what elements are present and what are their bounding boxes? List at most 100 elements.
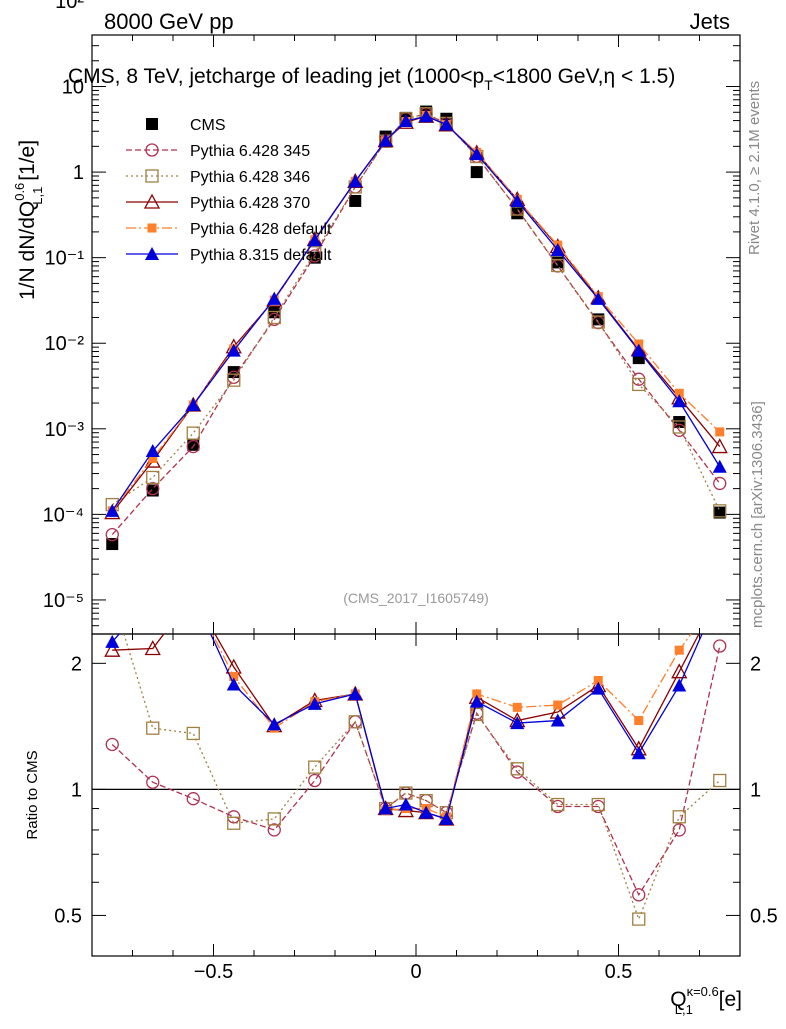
ratio-point [267, 717, 282, 731]
ratio-series-line [111, 645, 721, 897]
ratio-point [229, 672, 239, 682]
data-point [674, 388, 684, 398]
ratio-series-line [123, 634, 721, 921]
data-point [148, 453, 158, 463]
data-point [550, 242, 565, 256]
legend-marker [145, 247, 159, 260]
ratio-point [551, 797, 565, 812]
ratio-point [591, 681, 606, 695]
y-tick-label: 10⁻¹ [45, 248, 85, 270]
legend-label: Pythia 6.428 345 [190, 143, 310, 160]
ratio-point [439, 811, 454, 825]
ratio-point [308, 760, 322, 774]
x-tick-label: 0 [410, 961, 421, 983]
ratio-point [105, 634, 120, 648]
ratio-y-tick-label: 2 [71, 653, 82, 675]
x-tick-label: 0.5 [605, 961, 633, 983]
ratio-point [267, 812, 281, 826]
data-point [439, 117, 454, 131]
analysis-watermark: (CMS_2017_I1605749) [343, 590, 489, 606]
energy-label: 8000 GeV pp [104, 9, 234, 34]
data-point [105, 527, 119, 542]
data-point [591, 291, 606, 305]
legend-label: Pythia 6.428 default [190, 221, 332, 238]
data-point [349, 194, 362, 207]
data-point [715, 427, 725, 437]
rivet-version-label: Rivet 4.1.0, ≥ 2.1M events [746, 81, 763, 255]
y-tick-label: 10 [62, 77, 84, 99]
ratio-point [267, 823, 281, 837]
ratio-point [672, 810, 686, 824]
legend-label: Pythia 6.428 370 [190, 195, 310, 212]
legend: CMS Pythia 6.428 345 Pythia 6.428 346 Pythi… [126, 117, 332, 264]
ratio-panel: −0.5 0 0.5 0.5 0.5 1 1 2 2 [54, 633, 778, 983]
legend-marker [145, 143, 159, 157]
data-point [713, 506, 726, 519]
data-point [267, 310, 281, 325]
ratio-point [510, 716, 525, 730]
ratio-point [307, 696, 322, 710]
ratio-point [186, 792, 200, 806]
ratio-y-tick-label: 0.5 [54, 905, 82, 927]
ratio-point [634, 716, 644, 726]
data-point [713, 504, 727, 518]
legend-label: Pythia 6.428 346 [190, 169, 310, 186]
x-axis-label: Qκ=0.6 L,1 [e] [670, 984, 742, 1017]
data-point [398, 114, 413, 128]
ratio-y-tick-label-right: 2 [750, 653, 761, 675]
ratio-point [146, 721, 160, 735]
y-tick-label: 1 [73, 162, 84, 184]
ratio-point [470, 707, 484, 722]
ratio-series-line [111, 634, 703, 820]
data-point [631, 343, 646, 357]
data-point [469, 147, 484, 161]
data-point [711, 438, 728, 454]
ratio-series-line [112, 634, 700, 820]
data-point [308, 246, 322, 260]
data-point [672, 420, 686, 434]
data-point [591, 315, 605, 329]
y-tick-label: 10⁻³ [45, 419, 85, 441]
ratio-point [472, 689, 482, 699]
data-point [470, 166, 483, 179]
ratio-point [674, 645, 684, 655]
data-point [672, 394, 687, 408]
ratio-point [591, 797, 605, 812]
ratio-point [632, 912, 646, 926]
ratio-point [713, 639, 727, 653]
ratio-point [671, 663, 688, 679]
data-point [511, 207, 524, 220]
ratio-point [104, 641, 121, 657]
data-point [551, 258, 565, 273]
ratio-point [469, 694, 484, 708]
data-point [307, 233, 322, 247]
data-point [146, 481, 160, 496]
data-point [378, 133, 393, 147]
data-point [267, 291, 282, 305]
ratio-y-tick-label-right: 0.5 [750, 905, 778, 927]
plot-title: CMS, 8 TeV, jetcharge of leading jet (10… [68, 65, 675, 93]
ratio-point [146, 775, 160, 789]
y-tick-label: 10⁻⁴ [43, 504, 84, 526]
ratio-point [672, 823, 686, 837]
legend-label: Pythia 8.315 default [190, 247, 332, 264]
ratio-y-tick-label: 1 [71, 779, 82, 801]
y-axis-label: 1/N dN/dQ0.6 L,1 [1/e] [12, 140, 45, 300]
legend-label: CMS [190, 117, 226, 134]
y-tick-label: 10² [55, 0, 84, 13]
ratio-point [550, 713, 565, 727]
series-line [111, 115, 721, 512]
ratio-point [419, 805, 434, 819]
ratio-point [348, 686, 363, 700]
ratio-point [144, 640, 161, 656]
legend-marker [145, 169, 159, 183]
data-point [226, 343, 241, 357]
data-point [227, 373, 241, 387]
ratio-point [632, 888, 646, 902]
data-point [419, 109, 434, 123]
ratio-point [378, 801, 393, 815]
ratio-y-axis-label: Ratio to CMS [24, 750, 41, 839]
ratio-point [398, 797, 413, 811]
y-tick-label: 10⁻⁵ [43, 590, 84, 612]
